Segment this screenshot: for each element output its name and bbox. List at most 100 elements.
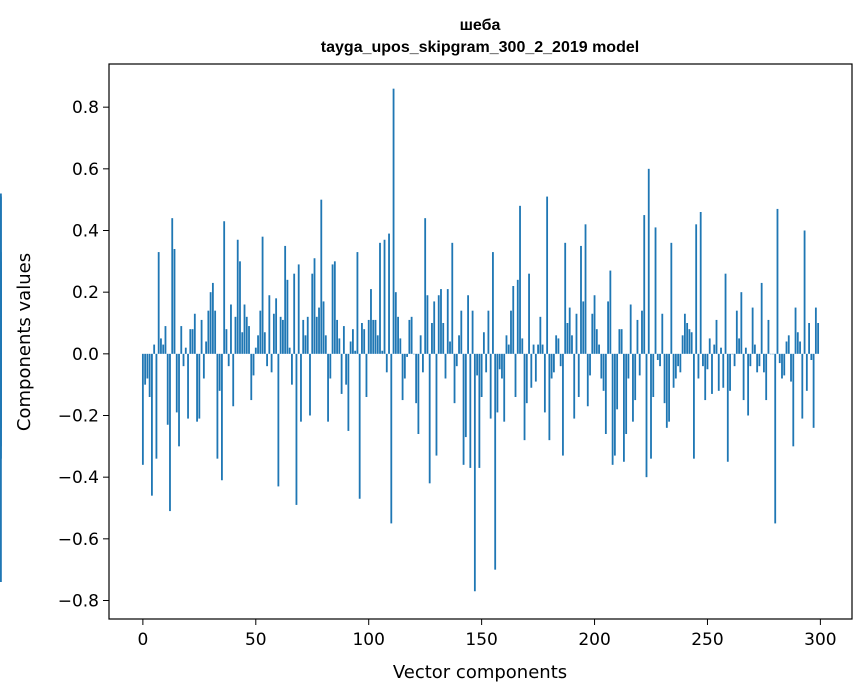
bar [352,329,354,354]
bar [663,353,666,404]
bar [363,329,366,354]
bar [582,301,585,354]
bar [476,353,479,376]
bar [749,353,752,367]
bar [0,353,2,582]
bar [458,335,460,354]
bar [281,319,284,354]
bar [401,353,404,401]
bar [225,329,228,354]
bar [261,236,264,354]
bar [189,329,192,354]
bar [367,319,370,354]
bar [501,353,503,379]
bar [620,329,623,354]
bar [288,347,291,354]
bar [609,270,612,354]
bar [410,316,413,354]
bar [148,353,151,397]
y-tick-label: −0.6 [58,530,99,550]
bar [388,233,390,354]
bar [557,338,560,354]
bar [580,245,582,354]
bar [670,242,673,354]
bar [674,353,677,379]
bar [157,252,160,354]
bar [374,319,377,354]
bar [455,353,458,367]
bar [724,273,727,354]
bar [469,353,472,468]
bar [403,353,406,379]
y-tick-label: 0.0 [72,345,99,365]
chart-title: шеба [460,17,501,34]
bar [729,353,731,391]
bar [573,353,576,419]
bar [593,295,596,354]
bar [254,347,257,354]
bar [196,353,198,422]
bar [435,353,438,456]
bar [464,353,467,438]
bar [327,353,329,422]
y-tick-label: 0.4 [72,222,99,242]
bar [462,353,465,465]
bar [151,353,153,496]
bar [516,279,519,354]
bar [428,353,431,484]
y-tick-label: 0.6 [72,160,99,180]
bar [313,258,316,354]
bar [665,353,668,428]
bar [699,212,702,354]
bar [618,329,621,354]
bar [794,307,797,354]
bar [566,323,569,354]
bar [0,353,2,428]
bar [681,335,684,354]
bar [505,335,508,354]
bar [726,353,729,462]
bar [543,353,546,413]
bar [207,310,210,354]
bar [717,353,720,391]
bar [241,332,244,354]
bar [394,292,397,354]
bar [756,353,759,373]
bar [449,341,451,354]
bar [645,353,648,478]
bar [512,286,515,354]
bar [600,353,603,379]
bar [774,353,777,524]
bar [221,353,223,481]
bar [245,316,248,354]
bar [191,329,194,354]
bar [169,353,171,512]
bar [638,353,641,376]
bar [546,196,549,354]
bar [552,353,555,373]
bar [805,353,808,391]
bar [753,344,756,354]
bar [643,215,646,354]
bar [162,344,165,354]
bar [376,335,379,354]
bar [708,338,711,354]
bar [329,353,332,379]
bar-series [0,88,820,592]
bar [647,168,650,354]
x-axis-ticks: 0 50 100 150 200 250 300 [137,619,837,650]
bar [487,310,490,354]
bar [616,353,619,410]
bar [304,335,307,354]
bar [510,310,512,354]
bar [577,353,580,397]
bar [406,353,409,357]
bar [693,353,695,459]
bar [214,310,217,354]
bar [349,341,352,354]
bar [604,353,607,434]
bar [209,292,212,354]
plot-frame [108,63,853,620]
bar [738,338,740,354]
bar [548,353,551,441]
